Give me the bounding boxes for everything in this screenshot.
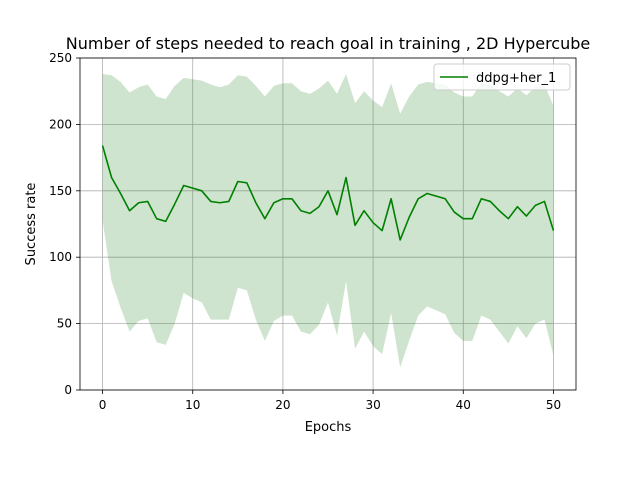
data-point bbox=[228, 200, 230, 202]
data-point bbox=[327, 190, 329, 192]
legend-box bbox=[433, 63, 571, 91]
data-point bbox=[345, 177, 347, 179]
data-point bbox=[525, 215, 527, 217]
data-point bbox=[471, 218, 473, 220]
series-confidence-band bbox=[102, 73, 554, 368]
y-tick-label: 200 bbox=[49, 117, 72, 131]
x-tick-label: 10 bbox=[185, 398, 200, 412]
data-point bbox=[426, 192, 428, 194]
y-tick-label: 0 bbox=[64, 383, 72, 397]
data-point bbox=[165, 220, 167, 222]
data-point bbox=[408, 216, 410, 218]
data-point bbox=[102, 145, 104, 147]
data-point bbox=[147, 200, 149, 202]
data-point bbox=[480, 198, 482, 200]
data-point bbox=[354, 224, 356, 226]
data-point bbox=[489, 200, 491, 202]
data-point bbox=[192, 187, 194, 189]
data-point bbox=[300, 210, 302, 212]
data-point bbox=[174, 203, 176, 205]
data-point bbox=[516, 206, 518, 208]
data-point bbox=[372, 222, 374, 224]
data-point bbox=[552, 230, 554, 232]
data-point bbox=[201, 190, 203, 192]
data-point bbox=[210, 200, 212, 202]
data-point bbox=[120, 192, 122, 194]
data-point bbox=[309, 212, 311, 214]
x-tick-label: 30 bbox=[365, 398, 380, 412]
data-point bbox=[435, 195, 437, 197]
data-point bbox=[399, 239, 401, 241]
data-point bbox=[156, 218, 158, 220]
data-point bbox=[417, 198, 419, 200]
data-point bbox=[282, 198, 284, 200]
chart-title: Number of steps needed to reach goal in … bbox=[66, 34, 590, 53]
data-point bbox=[291, 198, 293, 200]
data-point bbox=[255, 202, 257, 204]
y-tick-label: 150 bbox=[49, 184, 72, 198]
data-point bbox=[363, 210, 365, 212]
plot-frame bbox=[79, 57, 577, 391]
data-point bbox=[507, 218, 509, 220]
legend-label: ddpg+her_1 bbox=[476, 71, 556, 86]
y-tick-label: 250 bbox=[49, 51, 72, 65]
data-point bbox=[111, 177, 113, 179]
data-point bbox=[498, 210, 500, 212]
data-point bbox=[543, 200, 545, 202]
x-axis-label: Epochs bbox=[305, 420, 352, 435]
data-point bbox=[462, 218, 464, 220]
data-point bbox=[381, 230, 383, 232]
x-tick-label: 50 bbox=[546, 398, 561, 412]
x-tick-label: 40 bbox=[456, 398, 471, 412]
x-tick-label: 0 bbox=[99, 398, 107, 412]
series-line bbox=[101, 145, 555, 241]
data-point bbox=[183, 184, 185, 186]
data-point bbox=[264, 218, 266, 220]
x-tick-label: 20 bbox=[275, 398, 290, 412]
legend: ddpg+her_1 bbox=[433, 63, 571, 91]
data-point bbox=[336, 214, 338, 216]
data-point bbox=[390, 198, 392, 200]
data-point bbox=[237, 181, 239, 183]
y-tick-label: 100 bbox=[49, 250, 72, 264]
y-tick-label: 50 bbox=[57, 317, 72, 331]
data-point bbox=[273, 202, 275, 204]
data-point bbox=[453, 211, 455, 213]
data-point bbox=[246, 182, 248, 184]
data-point bbox=[534, 204, 536, 206]
data-point bbox=[219, 202, 221, 204]
plot-area: 0 10 20 30 40 50 0 50 100 150 200 250 bbox=[49, 51, 577, 412]
data-point bbox=[318, 206, 320, 208]
data-point bbox=[129, 210, 131, 212]
data-point bbox=[444, 198, 446, 200]
data-point bbox=[138, 202, 140, 204]
y-axis-label: Success rate bbox=[24, 183, 39, 266]
